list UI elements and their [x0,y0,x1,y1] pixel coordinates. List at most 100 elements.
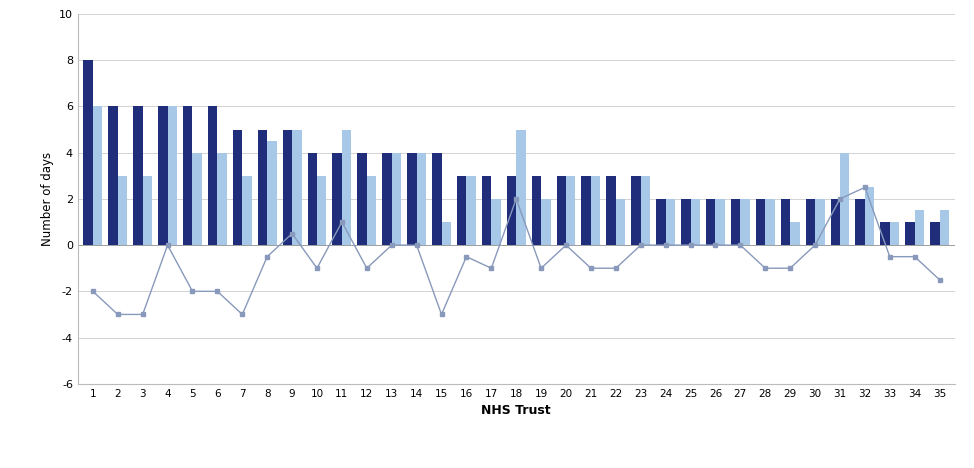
Bar [317,176,326,245]
Bar [616,199,625,245]
Bar [417,153,426,245]
Change [485,265,497,271]
Bar [457,176,467,245]
Bar [756,199,766,245]
Bar [407,153,417,245]
Bar [641,176,651,245]
Bar [357,153,367,245]
Change [162,242,173,248]
Bar [84,60,93,245]
Bar [880,222,890,245]
Bar [168,107,177,245]
Bar [93,107,102,245]
Bar [781,199,790,245]
Change [859,184,871,190]
Change [187,288,199,294]
Change [635,242,647,248]
Bar [890,222,899,245]
Bar [217,153,227,245]
Bar [766,199,774,245]
Bar [193,153,202,245]
Bar [133,107,142,245]
Bar [292,130,302,245]
Change [336,219,348,225]
Bar [790,222,800,245]
Bar [591,176,600,245]
Bar [542,199,550,245]
Change [734,242,746,248]
Bar [840,153,849,245]
Bar [233,130,243,245]
Change [834,196,845,202]
Change [909,254,920,259]
Change [560,242,572,248]
Bar [342,130,352,245]
Bar [730,199,740,245]
Change [211,288,223,294]
Bar [258,130,267,245]
Line: Change: Change [91,185,942,317]
Bar [243,176,251,245]
Bar [656,199,665,245]
Bar [940,211,949,245]
Change [659,242,671,248]
Bar [681,199,691,245]
Bar [716,199,725,245]
Change [237,312,248,317]
Bar [532,176,542,245]
Bar [382,153,392,245]
Bar [831,199,840,245]
Bar [855,199,865,245]
Change [710,242,722,248]
Change [87,288,98,294]
X-axis label: NHS Trust: NHS Trust [481,404,551,417]
Bar [467,176,476,245]
Bar [332,153,342,245]
Change [610,265,621,271]
Change [585,265,597,271]
Bar [740,199,750,245]
Bar [367,176,376,245]
Bar [865,187,875,245]
Bar [665,199,675,245]
Bar [930,222,940,245]
Bar [482,176,491,245]
Bar [566,176,576,245]
Change [411,242,423,248]
Bar [556,176,566,245]
Change [934,277,946,283]
Bar [506,176,516,245]
Change [136,312,148,317]
Change [461,254,472,259]
Change [261,254,273,259]
Change [435,312,447,317]
Bar [392,153,401,245]
Bar [516,130,526,245]
Change [760,265,771,271]
Change [286,231,298,236]
Bar [183,107,193,245]
Change [112,312,124,317]
Bar [282,130,292,245]
Change [884,254,896,259]
Bar [308,153,317,245]
Bar [118,176,128,245]
Change [311,265,322,271]
Change [510,196,522,202]
Change [536,265,547,271]
Bar [441,222,451,245]
Bar [108,107,118,245]
Bar [815,199,825,245]
Bar [631,176,641,245]
Bar [805,199,815,245]
Bar [905,222,915,245]
Change [386,242,397,248]
Change [685,242,696,248]
Change [809,242,821,248]
Bar [607,176,616,245]
Bar [267,141,277,245]
Bar [432,153,441,245]
Change [784,265,796,271]
Bar [142,176,152,245]
Bar [581,176,591,245]
